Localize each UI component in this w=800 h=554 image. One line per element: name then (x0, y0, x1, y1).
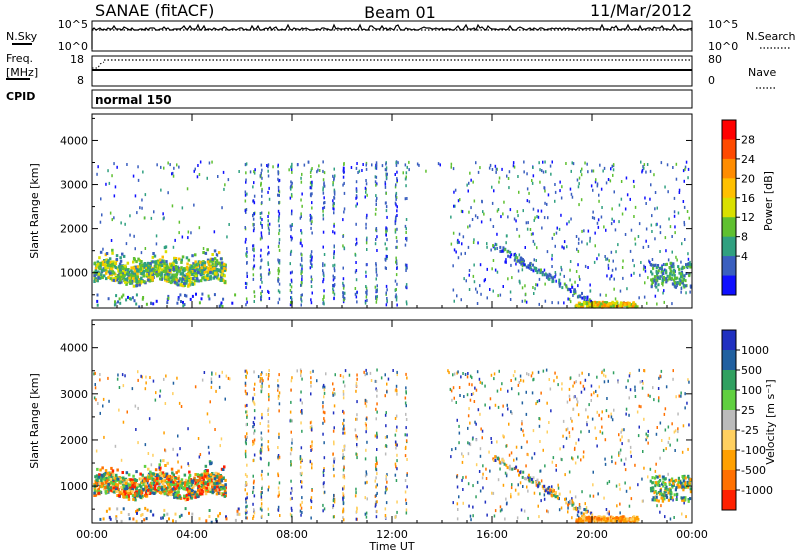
colorbar-swatch (722, 236, 736, 257)
nsky-tick-top: 10^5 (58, 18, 88, 31)
x-tick-label: 00:00 (76, 528, 108, 541)
x-tick-label: 04:00 (176, 528, 208, 541)
velocity-ylabel: Slant Range [km] (28, 373, 41, 469)
colorbar-tick-label: 25 (741, 404, 755, 417)
colorbar-tick-label: 28 (741, 133, 755, 146)
freq-unit-label: [MHz] (6, 66, 38, 79)
colorbar-tick-label: 8 (741, 231, 748, 244)
colorbar-swatch (722, 139, 736, 160)
colorbar-swatch (722, 350, 736, 371)
nsky-trace (91, 23, 693, 49)
beam-label: Beam 01 (364, 3, 436, 22)
y-tick-label: 1000 (60, 267, 88, 280)
colorbar-swatch (722, 370, 736, 391)
velocity-axes: 1000 2000 3000 4000 (60, 320, 693, 523)
velocity-panel-frame (91, 319, 693, 524)
nsearch-tick-bottom: 10^0 (708, 40, 738, 53)
cpid-label: CPID (6, 90, 35, 103)
colorbar-swatch (722, 197, 736, 218)
colorbar-tick-label: 12 (741, 211, 755, 224)
colorbar-swatch (722, 158, 736, 179)
colorbar-tick-label: 500 (741, 364, 762, 377)
x-tick-label: 12:00 (376, 528, 408, 541)
freq-label: Freq. (6, 52, 33, 65)
power-ylabel: Slant Range [km] (28, 163, 41, 259)
colorbar-tick-label: 100 (741, 384, 762, 397)
x-axis-label: Time UT (368, 540, 414, 553)
y-tick-label: 4000 (60, 134, 88, 147)
x-tick-label: 08:00 (276, 528, 308, 541)
x-tick-label: 20:00 (576, 528, 608, 541)
x-tick-label: 00:00 (676, 528, 708, 541)
colorbar-frame (721, 119, 737, 296)
velocity-scatter (93, 368, 692, 524)
power-colorbar-label: Power [dB] (762, 171, 775, 231)
colorbar-tick-label: -1000 (741, 484, 773, 497)
y-tick-label: 2000 (60, 434, 88, 447)
colorbar-tick-label: 1000 (741, 344, 769, 357)
cpid-value: normal 150 (95, 93, 172, 107)
colorbar-swatch (722, 178, 736, 199)
colorbar-swatch (722, 470, 736, 491)
colorbar-swatch (722, 275, 736, 296)
colorbar-tick-label: 20 (741, 172, 755, 185)
x-tick-label: 16:00 (476, 528, 508, 541)
colorbar-swatch (722, 490, 736, 511)
colorbar-tick-label: 24 (741, 153, 755, 166)
nsearch-tick-top: 10^5 (708, 18, 738, 31)
colorbar-swatch (722, 217, 736, 238)
y-tick-label: 2000 (60, 223, 88, 236)
y-tick-label: 3000 (60, 388, 88, 401)
nsky-label: N.Sky (6, 30, 38, 43)
y-tick-label: 4000 (60, 342, 88, 355)
nave-tick-top: 80 (708, 53, 722, 66)
nave-trace-start (92, 61, 105, 69)
x-axis-labels: 00:00 04:00 08:00 12:00 16:00 20:00 00:00 (76, 528, 708, 541)
nsky-tick-bottom: 10^0 (58, 40, 88, 53)
colorbar-swatch (722, 256, 736, 277)
velocity-colorbar-label: Velocity [m s⁻¹] (764, 379, 777, 464)
colorbar-tick-label: -100 (741, 444, 766, 457)
y-tick-label: 1000 (60, 480, 88, 493)
colorbar-tick-label: -500 (741, 464, 766, 477)
freq-tick-top: 18 (70, 53, 84, 66)
colorbar-frame (721, 329, 737, 511)
colorbar-swatch (722, 410, 736, 431)
velocity-colorbar: 1000 500 100 25 -25 -100 -500 -1000 (721, 329, 773, 511)
freq-tick-bottom: 8 (77, 74, 84, 87)
nsearch-label: N.Search (746, 30, 796, 43)
colorbar-swatch (722, 430, 736, 451)
plot-title: SANAE (fitACF) (95, 1, 214, 20)
colorbar-swatch (722, 390, 736, 411)
colorbar-swatch (722, 120, 736, 140)
colorbar-swatch (722, 450, 736, 471)
colorbar-tick-label: -25 (741, 424, 759, 437)
y-tick-label: 3000 (60, 179, 88, 192)
power-scatter (93, 160, 693, 309)
colorbar-tick-label: 16 (741, 192, 755, 205)
nave-label: Nave (748, 66, 776, 79)
colorbar-tick-label: 4 (741, 250, 748, 263)
nsky-line (91, 23, 693, 49)
date-label: 11/Mar/2012 (590, 1, 692, 20)
colorbar-swatch (722, 330, 736, 351)
power-axes: 1000 2000 3000 4000 (60, 114, 693, 308)
nave-tick-bottom: 0 (708, 74, 715, 87)
cpid-panel-frame (91, 89, 693, 109)
power-colorbar: 28 24 20 16 12 8 4 (721, 119, 755, 296)
